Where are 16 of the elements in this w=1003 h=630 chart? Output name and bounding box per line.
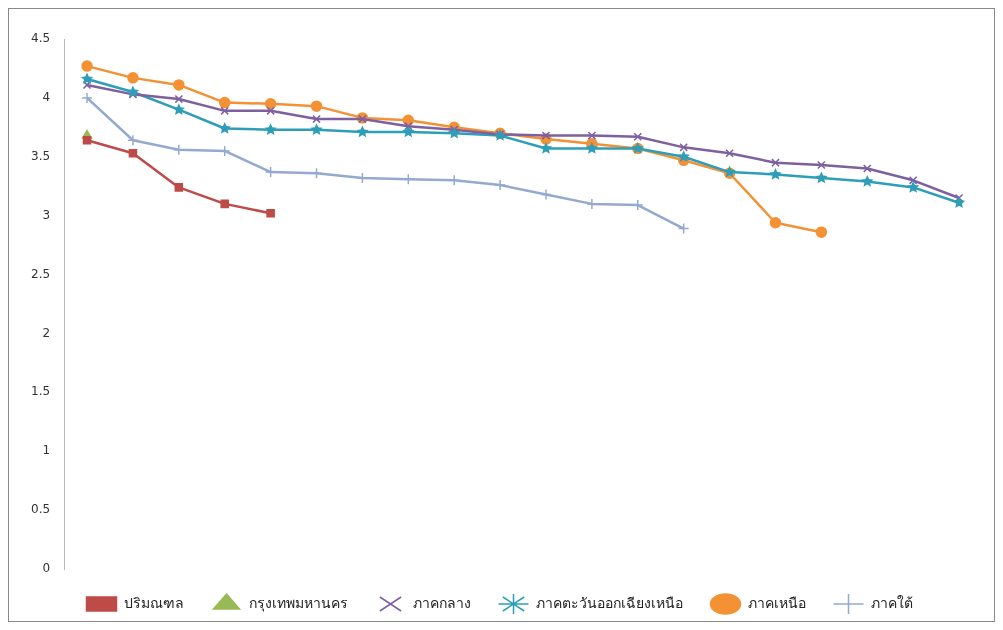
y-tick-label: 1 xyxy=(42,443,51,458)
legend-label: กรุงเทพมหานคร xyxy=(248,594,348,612)
y-tick-label: 2.5 xyxy=(30,266,51,281)
y-tick-label: 4.5 xyxy=(30,31,51,46)
y-tick-label: 0.5 xyxy=(30,502,51,517)
legend-label: ภาคกลาง xyxy=(412,594,471,611)
y-tick-label: 3 xyxy=(42,207,51,222)
legend-label: ภาคเหนือ xyxy=(747,594,806,611)
y-tick-label: 4 xyxy=(42,90,51,105)
y-tick-label: 2 xyxy=(42,325,51,340)
legend-label: ภาคใต้ xyxy=(870,594,913,611)
legend-label: ปริมณฑล xyxy=(123,594,184,611)
legend-label: ภาคตะวันออกเฉียงเหนือ xyxy=(535,594,683,611)
y-tick-label: 0 xyxy=(42,561,51,576)
y-tick-label: 3.5 xyxy=(30,148,51,163)
y-tick-label: 1.5 xyxy=(30,384,51,399)
